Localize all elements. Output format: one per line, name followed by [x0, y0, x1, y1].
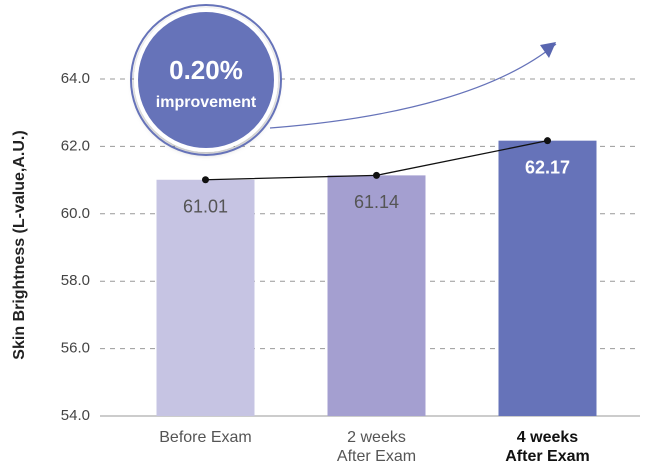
annotation-ring	[130, 4, 282, 156]
y-tick-label: 60.0	[61, 205, 90, 222]
x-tick-label: 4 weeks After Exam	[505, 429, 590, 465]
plot: 54.0 56.0 58.0 60.0 62.0 64.0 61.01 61.14 62.17	[61, 70, 640, 424]
value-label: 62.17	[525, 157, 570, 177]
y-tick-label: 62.0	[61, 137, 90, 154]
annotation-value: 0.20%	[169, 55, 243, 85]
y-tick-label: 56.0	[61, 340, 90, 357]
y-axis-label: Skin Brightness (L-value,A.U.)	[11, 130, 28, 359]
arrow-head	[540, 42, 556, 58]
x-tick-label: 2 weeks After Exam	[336, 429, 417, 465]
trend-arrow	[269, 43, 557, 129]
bar	[498, 140, 597, 416]
line-marker	[544, 137, 551, 145]
bar	[327, 175, 426, 416]
line-marker	[202, 176, 209, 184]
y-tick-label: 54.0	[61, 407, 90, 424]
y-tick-label: 58.0	[61, 272, 90, 289]
value-label: 61.14	[354, 192, 399, 212]
x-tick-label: Before Exam	[159, 429, 252, 446]
bar	[156, 179, 255, 416]
line-marker	[373, 171, 380, 179]
value-label: 61.01	[183, 197, 228, 217]
annotation-circle	[134, 8, 278, 152]
annotation-text: improvement	[156, 94, 257, 111]
y-tick-label: 64.0	[61, 70, 90, 87]
